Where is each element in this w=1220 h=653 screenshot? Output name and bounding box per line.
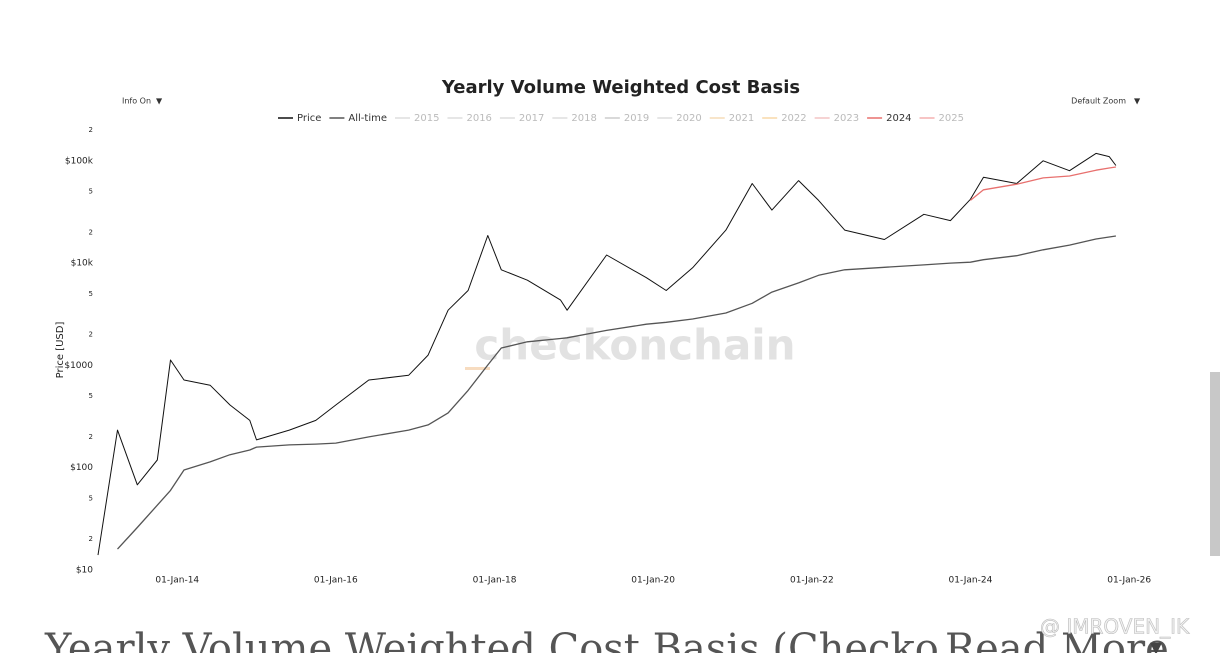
x-tick-label: 01-Jan-22 bbox=[790, 576, 834, 586]
legend: Price All-time 2015 2016 2017 2018 2019 2020 202… bbox=[278, 113, 964, 124]
y-tick-label: $10 bbox=[76, 566, 93, 576]
legend-label: Price bbox=[297, 113, 321, 124]
info-toggle[interactable]: Info On bbox=[122, 97, 151, 106]
y-tick-label: $1000 bbox=[64, 361, 93, 371]
legend-label: 2022 bbox=[781, 113, 806, 124]
legend-item[interactable]: 2021 bbox=[709, 113, 754, 124]
watermark-logo bbox=[465, 367, 490, 370]
legend-label: 2024 bbox=[886, 113, 911, 124]
x-tick-label: 01-Jan-24 bbox=[949, 576, 993, 586]
scrollbar[interactable] bbox=[1210, 372, 1220, 556]
read-more-arrow[interactable]: ▾ bbox=[1150, 633, 1162, 653]
zoom-arrow[interactable]: ▼ bbox=[1134, 97, 1141, 106]
y-tick-label: 2 bbox=[89, 433, 93, 441]
y-tick-label: $100 bbox=[70, 463, 93, 473]
read-more[interactable]: Read More bbox=[945, 626, 1169, 653]
legend-label: 2015 bbox=[414, 113, 439, 124]
y-tick-label: 5 bbox=[89, 494, 93, 502]
legend-item[interactable]: All-time bbox=[329, 113, 387, 124]
y-axis-label: Price [USD] bbox=[55, 322, 66, 379]
legend-item[interactable]: 2017 bbox=[499, 113, 544, 124]
legend-label: 2016 bbox=[466, 113, 491, 124]
plot-area: $10 2 5 $100 2 5 $1000 2 5 $10k 2 5 $100k 2 01-Jan-14 0… bbox=[64, 126, 1151, 586]
credit-watermark: @ IMROVEN_IK bbox=[1040, 615, 1190, 639]
legend-item[interactable]: 2018 bbox=[552, 113, 597, 124]
legend-item[interactable]: 2025 bbox=[919, 113, 964, 124]
y-tick-label: 5 bbox=[89, 290, 93, 298]
legend-item[interactable]: 2015 bbox=[395, 113, 439, 124]
info-arrow[interactable]: ▼ bbox=[156, 97, 163, 106]
y-tick-label: 5 bbox=[89, 188, 93, 196]
series-line bbox=[969, 166, 1116, 201]
x-tick-label: 01-Jan-16 bbox=[314, 576, 358, 586]
y-tick-label: 2 bbox=[89, 535, 93, 543]
legend-item[interactable]: 2023 bbox=[814, 113, 859, 124]
y-tick-label: $100k bbox=[65, 156, 94, 166]
series-line bbox=[117, 235, 1116, 550]
y-tick-label: 2 bbox=[89, 228, 93, 236]
x-tick-label: 01-Jan-18 bbox=[473, 576, 517, 586]
legend-item[interactable]: 2022 bbox=[762, 113, 807, 124]
legend-item[interactable]: 2020 bbox=[657, 113, 702, 124]
x-tick-label: 01-Jan-14 bbox=[155, 576, 199, 586]
series-line bbox=[97, 152, 1117, 556]
legend-label: 2021 bbox=[729, 113, 754, 124]
legend-item[interactable]: 2024 bbox=[867, 113, 912, 124]
legend-label: 2023 bbox=[834, 113, 859, 124]
legend-label: All-time bbox=[348, 113, 387, 124]
legend-label: 2018 bbox=[571, 113, 596, 124]
legend-item[interactable]: 2019 bbox=[604, 113, 649, 124]
x-tick-label: 01-Jan-20 bbox=[631, 576, 675, 586]
legend-label: 2019 bbox=[624, 113, 649, 124]
legend-item[interactable]: 2016 bbox=[447, 113, 492, 124]
legend-label: 2020 bbox=[676, 113, 701, 124]
watermark: checkonchain bbox=[474, 321, 795, 370]
article-headline[interactable]: Yearly Volume Weighted Cost Basis (Check… bbox=[44, 626, 939, 653]
legend-label: 2017 bbox=[519, 113, 544, 124]
y-tick-label: $10k bbox=[71, 259, 94, 269]
y-tick-label: 2 bbox=[89, 331, 93, 339]
legend-label: 2025 bbox=[939, 113, 964, 124]
y-tick-label: 5 bbox=[89, 392, 93, 400]
zoom-select[interactable]: Default Zoom bbox=[1071, 97, 1126, 106]
chart-title: Yearly Volume Weighted Cost Basis bbox=[441, 77, 800, 98]
x-tick-label: 01-Jan-26 bbox=[1107, 576, 1151, 586]
legend-item[interactable]: Price bbox=[278, 113, 321, 124]
y-tick-label: 2 bbox=[89, 126, 93, 134]
